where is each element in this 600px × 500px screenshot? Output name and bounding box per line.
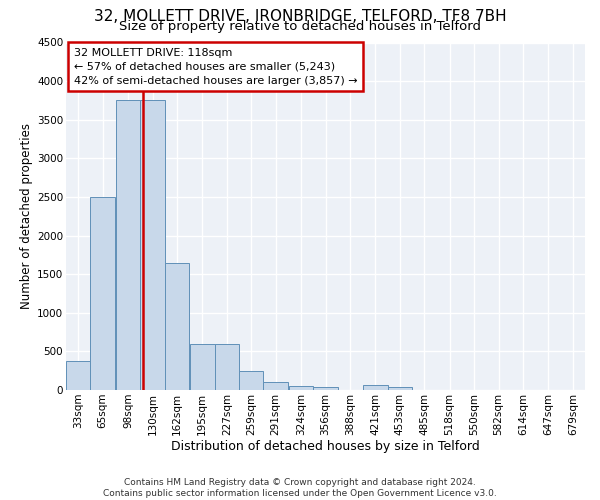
Text: Size of property relative to detached houses in Telford: Size of property relative to detached ho… bbox=[119, 20, 481, 33]
Bar bbox=[388, 387, 412, 390]
Bar bbox=[363, 386, 388, 390]
Bar bbox=[140, 100, 165, 390]
Bar bbox=[215, 344, 239, 390]
Bar bbox=[313, 387, 338, 390]
Bar bbox=[91, 197, 115, 390]
Bar bbox=[190, 344, 215, 390]
Y-axis label: Number of detached properties: Number of detached properties bbox=[20, 123, 33, 309]
Bar bbox=[165, 262, 189, 390]
Bar bbox=[116, 100, 140, 390]
Text: Contains HM Land Registry data © Crown copyright and database right 2024.
Contai: Contains HM Land Registry data © Crown c… bbox=[103, 478, 497, 498]
Bar bbox=[66, 362, 91, 390]
X-axis label: Distribution of detached houses by size in Telford: Distribution of detached houses by size … bbox=[171, 440, 480, 454]
Text: 32, MOLLETT DRIVE, IRONBRIDGE, TELFORD, TF8 7BH: 32, MOLLETT DRIVE, IRONBRIDGE, TELFORD, … bbox=[94, 9, 506, 24]
Bar bbox=[239, 372, 263, 390]
Bar bbox=[289, 386, 313, 390]
Bar bbox=[263, 382, 288, 390]
Text: 32 MOLLETT DRIVE: 118sqm
← 57% of detached houses are smaller (5,243)
42% of sem: 32 MOLLETT DRIVE: 118sqm ← 57% of detach… bbox=[74, 48, 358, 86]
